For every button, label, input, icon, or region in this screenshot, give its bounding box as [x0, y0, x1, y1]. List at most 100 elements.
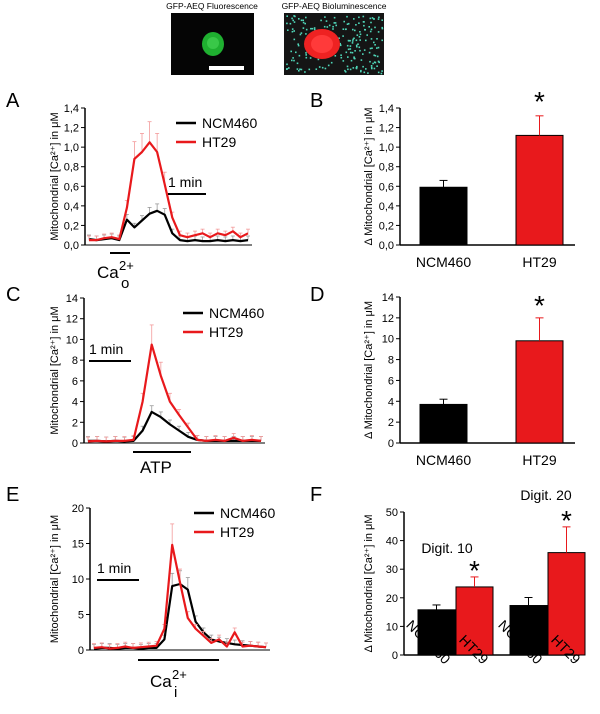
bar-ncm460 [417, 609, 456, 656]
panel-letter-A: A [6, 90, 20, 112]
speckle-dot [347, 22, 350, 25]
speckle-dot [353, 57, 355, 60]
panel-letter-E: E [6, 484, 19, 506]
y-axis-label: Mitochondrial [Ca²⁺] in μM [49, 515, 61, 643]
speckle-dot [300, 68, 303, 71]
speckle-dot [342, 35, 344, 37]
bar-ht29 [455, 586, 494, 656]
speckle-dot [358, 16, 360, 19]
speckle-dot [365, 68, 367, 70]
panel-letter-C: C [6, 284, 20, 306]
series-line-ht29 [93, 543, 267, 650]
speckle-dot [298, 18, 300, 20]
speckle-dot [374, 26, 376, 29]
y-tick-label: 1,4 [379, 103, 394, 115]
speckle-dot [363, 71, 366, 74]
panel-letter-F: F [310, 484, 322, 506]
panel-E-line-chart: 0 5 10 15 20 Mitochondrial [Ca²⁺] in μM NCM460… [49, 503, 275, 701]
speckle-dot [333, 22, 336, 24]
y-tick-label: 8 [388, 355, 394, 367]
speckle-dot [376, 65, 378, 67]
speckle-dot [345, 28, 347, 30]
speckle-dot [368, 26, 370, 28]
speckle-dot [327, 64, 330, 67]
speckle-dot [370, 38, 373, 40]
group-label: Digit. 10 [421, 540, 473, 556]
speckle-dot [373, 67, 376, 70]
speckle-dot [355, 67, 358, 70]
speckle-dot [358, 22, 360, 24]
speckle-dot [373, 61, 376, 63]
speckle-dot [377, 46, 380, 49]
speckle-dot [344, 71, 347, 73]
speckle-dot [290, 50, 292, 53]
x-category-label: NCM460 [416, 452, 471, 468]
speckle-dot [347, 39, 350, 42]
speckle-dot [286, 68, 288, 70]
speckle-dot [359, 31, 361, 33]
scale-bar-label: 1 min [168, 174, 202, 190]
speckle-dot [305, 28, 308, 31]
speckle-dot [371, 67, 373, 70]
speckle-dot [302, 21, 305, 24]
bar-ht29 [515, 340, 564, 444]
speckle-dot [377, 31, 380, 33]
speckle-dot [351, 51, 354, 54]
red-cell-core [311, 35, 333, 53]
speckle-dot [374, 44, 376, 46]
speckle-dot [291, 17, 293, 20]
speckle-dot [381, 19, 383, 21]
legend-label-ht29: HT29 [220, 524, 254, 540]
speckle-dot [380, 72, 383, 75]
speckle-dot [354, 29, 356, 32]
speckle-dot [286, 63, 288, 66]
x-category-label: NCM460 [416, 254, 471, 270]
y-tick-label: 10 [66, 334, 78, 346]
y-tick-label: 4 [388, 396, 394, 408]
y-tick-label: 4 [72, 397, 78, 409]
y-tick-label: 12 [382, 313, 394, 325]
speckle-dot [295, 51, 297, 54]
speckle-dot [299, 33, 302, 36]
y-tick-label: 40 [386, 536, 398, 548]
speckle-dot [345, 51, 348, 54]
speckle-dot [342, 60, 345, 62]
speckle-dot [347, 48, 350, 51]
speckle-dot [362, 65, 364, 68]
legend-label-ht29: HT29 [202, 134, 236, 150]
speckle-dot [376, 55, 379, 58]
speckle-dot [344, 69, 346, 72]
speckle-dot [358, 36, 361, 38]
speckle-dot [377, 71, 380, 74]
speckle-dot [356, 34, 359, 36]
speckle-dot [286, 15, 288, 17]
y-axis-label: Mitochondrial [Ca²⁺] in μM [49, 112, 61, 240]
y-tick-label: 8 [72, 355, 78, 367]
speckle-dot [359, 39, 361, 41]
y-tick-label: 0,8 [379, 162, 394, 174]
panel-D-bar-chart: 0 2 4 6 8 10 12 14 Δ Mitochondrial [Ca²⁺] in μM N… [363, 290, 575, 468]
speckle-dot [356, 45, 358, 48]
speckle-dot [349, 51, 352, 54]
speckle-dot [305, 54, 307, 56]
significance-star: * [534, 86, 545, 117]
speckle-dot [354, 50, 356, 52]
speckle-dot [338, 37, 340, 39]
speckle-dot [349, 68, 352, 71]
speckle-dot [302, 27, 305, 29]
speckle-dot [308, 68, 311, 71]
speckle-dot [347, 68, 349, 71]
series-line-ncm460 [93, 582, 267, 650]
speckle-dot [378, 61, 380, 64]
y-tick-label: 0,4 [379, 201, 394, 213]
speckle-dot [293, 38, 296, 41]
speckle-dot [317, 58, 320, 61]
speckle-dot [363, 21, 365, 23]
y-tick-label: 0,2 [64, 220, 79, 232]
speckle-dot [349, 48, 352, 50]
speckle-dot [292, 57, 294, 59]
speckle-dot [294, 15, 296, 18]
speckle-dot [373, 54, 375, 57]
speckle-dot [291, 59, 293, 62]
x-category-label: HT29 [522, 254, 556, 270]
